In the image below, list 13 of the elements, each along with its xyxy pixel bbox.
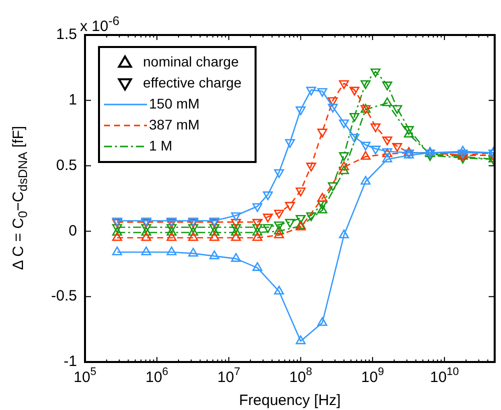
legend-label: effective charge (143, 74, 242, 90)
y-tick-label: 0.5 (56, 156, 77, 174)
legend-label: nominal charge (143, 53, 239, 70)
y-tick-label: -1 (64, 353, 77, 370)
legend-label: 150 mM (149, 95, 200, 112)
y-tick-label: -0.5 (51, 288, 77, 305)
legend-label: 387 mM (149, 116, 200, 132)
y-tick-label: 1 (68, 92, 77, 109)
y-tick-label: 0 (68, 222, 77, 240)
y-tick-label: 1.5 (56, 26, 77, 44)
annotation: x 10$^{-6}$ (80, 14, 120, 35)
legend-label: 1 M (149, 137, 172, 154)
x-axis-title: Frequency [Hz] (238, 392, 341, 410)
